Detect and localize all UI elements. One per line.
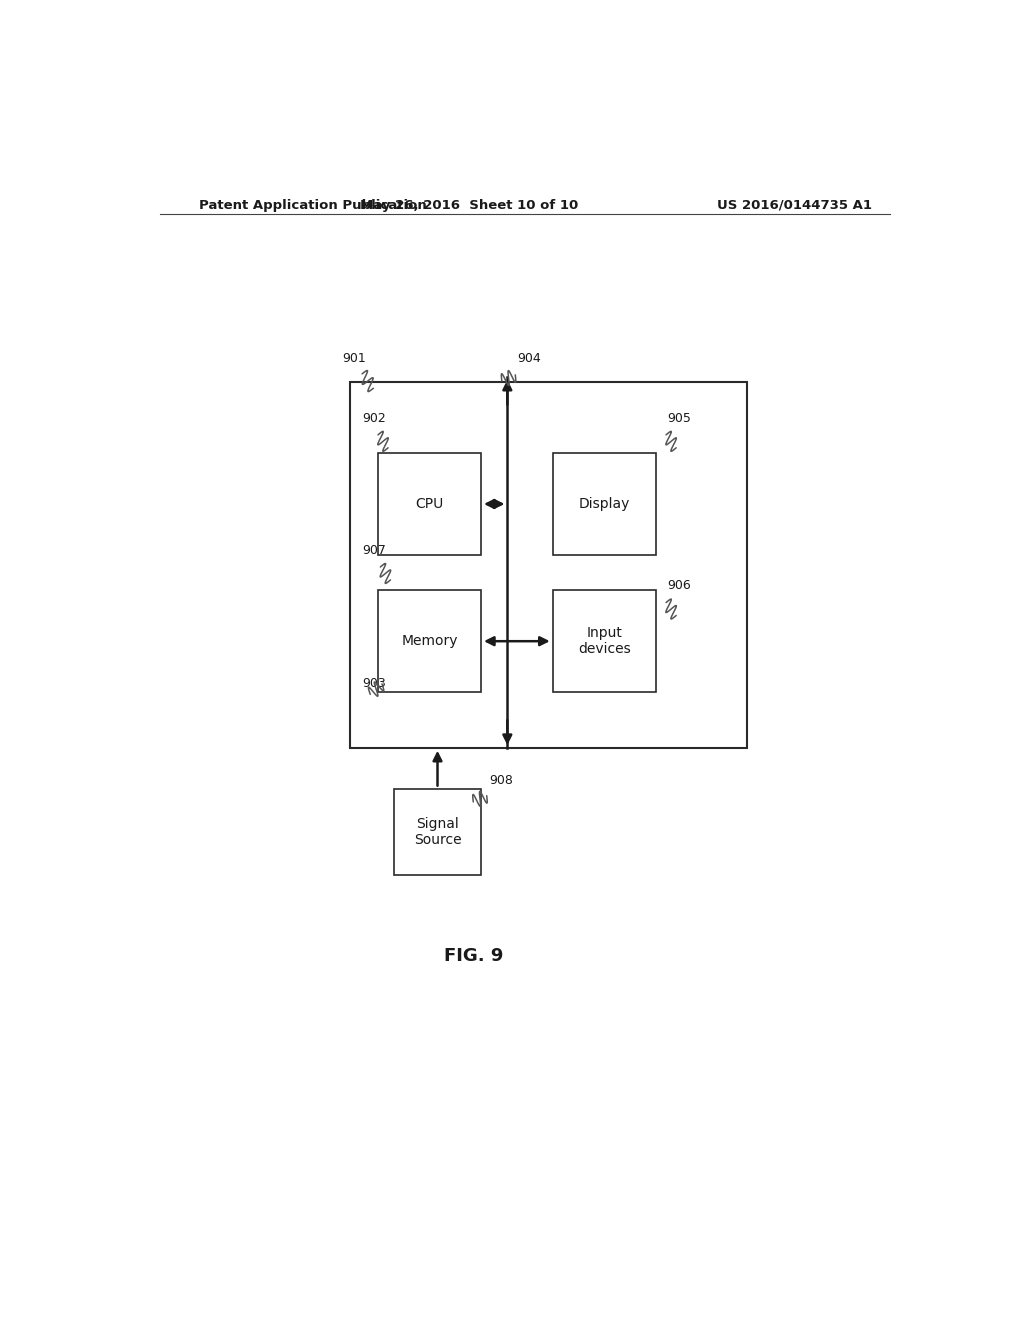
Text: Display: Display	[579, 496, 630, 511]
Bar	[378, 453, 481, 554]
Bar	[350, 381, 748, 748]
Bar	[394, 788, 481, 875]
Text: 905: 905	[668, 412, 691, 425]
Text: Patent Application Publication: Patent Application Publication	[200, 198, 427, 211]
Text: Input
devices: Input devices	[578, 626, 631, 656]
Text: 901: 901	[342, 351, 366, 364]
Text: FIG. 9: FIG. 9	[443, 948, 503, 965]
Text: May 26, 2016  Sheet 10 of 10: May 26, 2016 Sheet 10 of 10	[360, 198, 579, 211]
Text: CPU: CPU	[416, 496, 443, 511]
Text: 906: 906	[668, 579, 691, 593]
Text: 903: 903	[362, 677, 386, 690]
Text: US 2016/0144735 A1: US 2016/0144735 A1	[717, 198, 872, 211]
Bar	[378, 590, 481, 692]
Text: 904: 904	[517, 351, 541, 364]
Text: 908: 908	[489, 774, 513, 787]
Text: Signal
Source: Signal Source	[414, 817, 462, 847]
Bar	[553, 590, 655, 692]
Text: Memory: Memory	[401, 634, 458, 648]
Bar	[553, 453, 655, 554]
Text: 902: 902	[362, 412, 386, 425]
Text: 907: 907	[362, 544, 386, 557]
